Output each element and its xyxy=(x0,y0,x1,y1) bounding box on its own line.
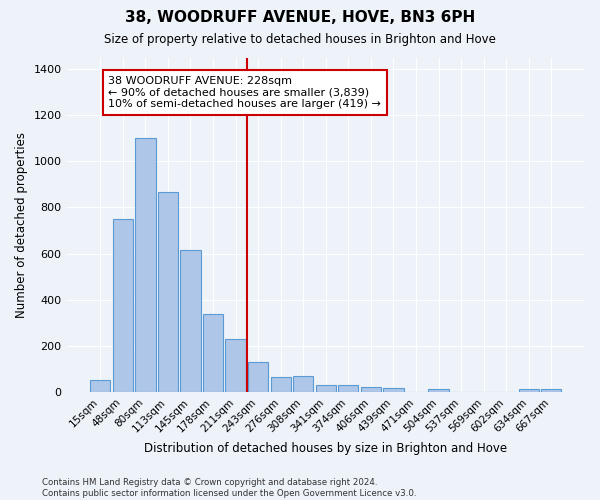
Bar xyxy=(248,362,268,392)
Bar xyxy=(203,314,223,392)
Text: 38, WOODRUFF AVENUE, HOVE, BN3 6PH: 38, WOODRUFF AVENUE, HOVE, BN3 6PH xyxy=(125,10,475,25)
Bar xyxy=(518,389,539,392)
X-axis label: Distribution of detached houses by size in Brighton and Hove: Distribution of detached houses by size … xyxy=(144,442,508,455)
Y-axis label: Number of detached properties: Number of detached properties xyxy=(15,132,28,318)
Bar xyxy=(181,250,200,392)
Bar xyxy=(113,219,133,392)
Bar xyxy=(90,380,110,392)
Text: Size of property relative to detached houses in Brighton and Hove: Size of property relative to detached ho… xyxy=(104,32,496,46)
Bar xyxy=(158,192,178,392)
Bar xyxy=(428,389,449,392)
Bar xyxy=(383,388,404,392)
Bar xyxy=(361,388,381,392)
Bar xyxy=(338,386,358,392)
Bar xyxy=(135,138,155,392)
Text: Contains HM Land Registry data © Crown copyright and database right 2024.
Contai: Contains HM Land Registry data © Crown c… xyxy=(42,478,416,498)
Bar xyxy=(541,389,562,392)
Bar xyxy=(271,377,291,392)
Bar xyxy=(293,376,313,392)
Bar xyxy=(316,385,336,392)
Bar xyxy=(226,340,246,392)
Text: 38 WOODRUFF AVENUE: 228sqm
← 90% of detached houses are smaller (3,839)
10% of s: 38 WOODRUFF AVENUE: 228sqm ← 90% of deta… xyxy=(108,76,381,109)
